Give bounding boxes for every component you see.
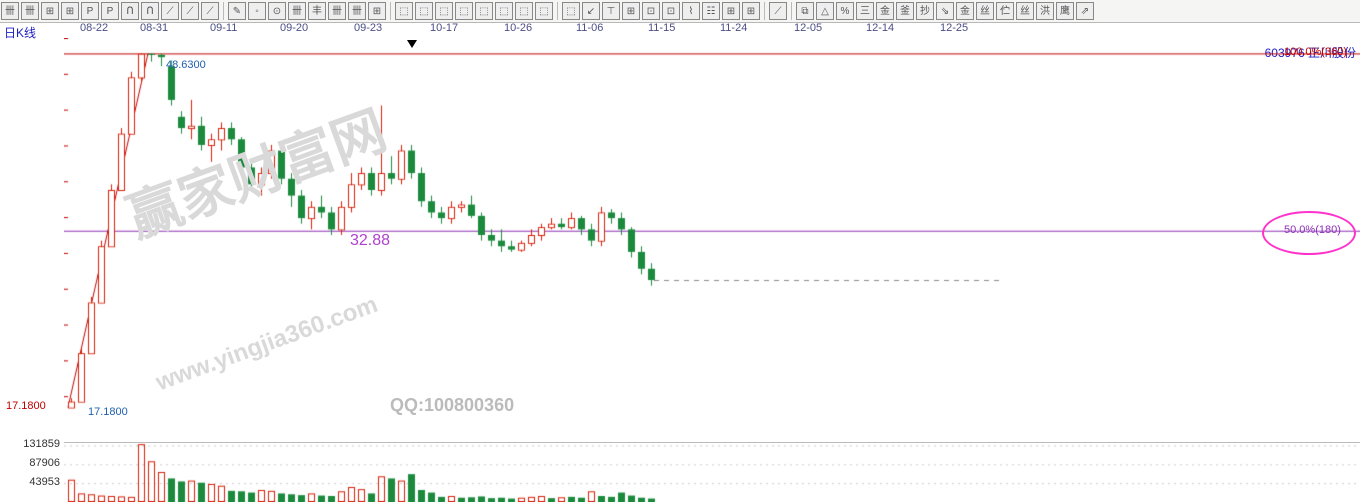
toolbar-button[interactable]: 卌: [1, 2, 19, 20]
toolbar-button[interactable]: ⌇: [682, 2, 700, 20]
toolbar-button[interactable]: ⊞: [61, 2, 79, 20]
toolbar-button[interactable]: 卌: [348, 2, 366, 20]
toolbar-button[interactable]: ⇗: [1076, 2, 1094, 20]
toolbar-button[interactable]: 丝: [976, 2, 994, 20]
volume-axis-tick: 43953: [0, 476, 60, 488]
toolbar-button[interactable]: 鹰: [1056, 2, 1074, 20]
date-tick: 11-24: [720, 22, 747, 34]
toolbar-button[interactable]: ᑎ: [141, 2, 159, 20]
toolbar-button[interactable]: ✎: [228, 2, 246, 20]
toolbar-button[interactable]: ⇘: [936, 2, 954, 20]
toolbar-button[interactable]: ⬚: [435, 2, 453, 20]
date-tick: 08-22: [80, 22, 108, 34]
highlight-ellipse: [1262, 211, 1356, 255]
high-price-label: 48.6300: [166, 59, 206, 71]
marker-triangle-icon: [407, 40, 417, 48]
toolbar-button[interactable]: ᑎ: [121, 2, 139, 20]
toolbar-button[interactable]: ⬚: [475, 2, 493, 20]
toolbar-button[interactable]: ⊞: [722, 2, 740, 20]
toolbar-button[interactable]: 金: [876, 2, 894, 20]
date-tick: 12-05: [794, 22, 822, 34]
toolbar-button[interactable]: 丰: [308, 2, 326, 20]
toolbar-button[interactable]: 三: [856, 2, 874, 20]
toolbar-button[interactable]: △: [816, 2, 834, 20]
toolbar-button[interactable]: ⊡: [642, 2, 660, 20]
toolbar-button[interactable]: ⊞: [41, 2, 59, 20]
low-axis-label: 17.1800: [6, 400, 46, 412]
volume-axis-tick: 87906: [0, 457, 60, 469]
date-axis: 08-22 08-31 09-11 09-20 09-23 10-17 10-26 11-06…: [64, 22, 1360, 38]
mid-price-label: 32.88: [350, 232, 390, 250]
toolbar-button[interactable]: ↙: [582, 2, 600, 20]
date-tick: 10-17: [430, 22, 458, 34]
date-tick: 12-25: [940, 22, 968, 34]
toolbar-button[interactable]: P: [101, 2, 119, 20]
volume-divider: [64, 442, 1360, 443]
date-tick: 12-14: [866, 22, 894, 34]
date-tick: 10-26: [504, 22, 532, 34]
toolbar-button[interactable]: ⟋: [769, 2, 787, 20]
date-tick: 09-23: [354, 22, 382, 34]
toolbar-button[interactable]: 丝: [1016, 2, 1034, 20]
app-root: 卌卌⊞⊞PPᑎᑎ⟋⟋⟋✎◦⊙卌丰卌卌⊞⬚⬚⬚⬚⬚⬚⬚⬚⬚↙⊤⊞⊡⊡⌇☷⊞⊞⟋⧉△…: [0, 0, 1360, 502]
toolbar-button[interactable]: ⊤: [602, 2, 620, 20]
toolbar-button[interactable]: 卌: [288, 2, 306, 20]
price-chart-canvas[interactable]: [64, 38, 1360, 432]
toolbar-button[interactable]: 抄: [916, 2, 934, 20]
toolbar-button[interactable]: ⊞: [622, 2, 640, 20]
toolbar-button[interactable]: ⬚: [495, 2, 513, 20]
volume-chart-canvas[interactable]: [64, 442, 1360, 502]
toolbar-button[interactable]: ⬚: [562, 2, 580, 20]
toolbar: 卌卌⊞⊞PPᑎᑎ⟋⟋⟋✎◦⊙卌丰卌卌⊞⬚⬚⬚⬚⬚⬚⬚⬚⬚↙⊤⊞⊡⊡⌇☷⊞⊞⟋⧉△…: [0, 0, 1360, 23]
toolbar-button[interactable]: ⊡: [662, 2, 680, 20]
toolbar-button[interactable]: %: [836, 2, 854, 20]
fib-level-label: 100.0%(360): [1284, 46, 1347, 58]
volume-axis-tick: 131859: [0, 438, 60, 450]
toolbar-button[interactable]: P: [81, 2, 99, 20]
date-tick: 09-11: [210, 22, 237, 34]
low-price-label: 17.1800: [88, 406, 128, 418]
date-tick: 08-31: [140, 22, 168, 34]
toolbar-button[interactable]: 卌: [328, 2, 346, 20]
date-tick: 11-06: [576, 22, 603, 34]
toolbar-button[interactable]: ⧉: [796, 2, 814, 20]
toolbar-button[interactable]: 伫: [996, 2, 1014, 20]
toolbar-button[interactable]: 洪: [1036, 2, 1054, 20]
toolbar-button[interactable]: ⬚: [515, 2, 533, 20]
toolbar-button[interactable]: ⟋: [181, 2, 199, 20]
toolbar-button[interactable]: ⬚: [415, 2, 433, 20]
toolbar-button[interactable]: ⊞: [368, 2, 386, 20]
toolbar-button[interactable]: ☷: [702, 2, 720, 20]
date-tick: 11-15: [648, 22, 675, 34]
toolbar-button[interactable]: ⟋: [201, 2, 219, 20]
toolbar-button[interactable]: ⊙: [268, 2, 286, 20]
toolbar-button[interactable]: ⬚: [395, 2, 413, 20]
toolbar-button[interactable]: 釜: [896, 2, 914, 20]
toolbar-button[interactable]: ⟋: [161, 2, 179, 20]
chart-type-label: 日K线: [0, 22, 40, 43]
toolbar-button[interactable]: 金: [956, 2, 974, 20]
toolbar-button[interactable]: ◦: [248, 2, 266, 20]
toolbar-button[interactable]: ⬚: [535, 2, 553, 20]
toolbar-button[interactable]: ⊞: [742, 2, 760, 20]
date-tick: 09-20: [280, 22, 308, 34]
toolbar-button[interactable]: ⬚: [455, 2, 473, 20]
toolbar-button[interactable]: 卌: [21, 2, 39, 20]
